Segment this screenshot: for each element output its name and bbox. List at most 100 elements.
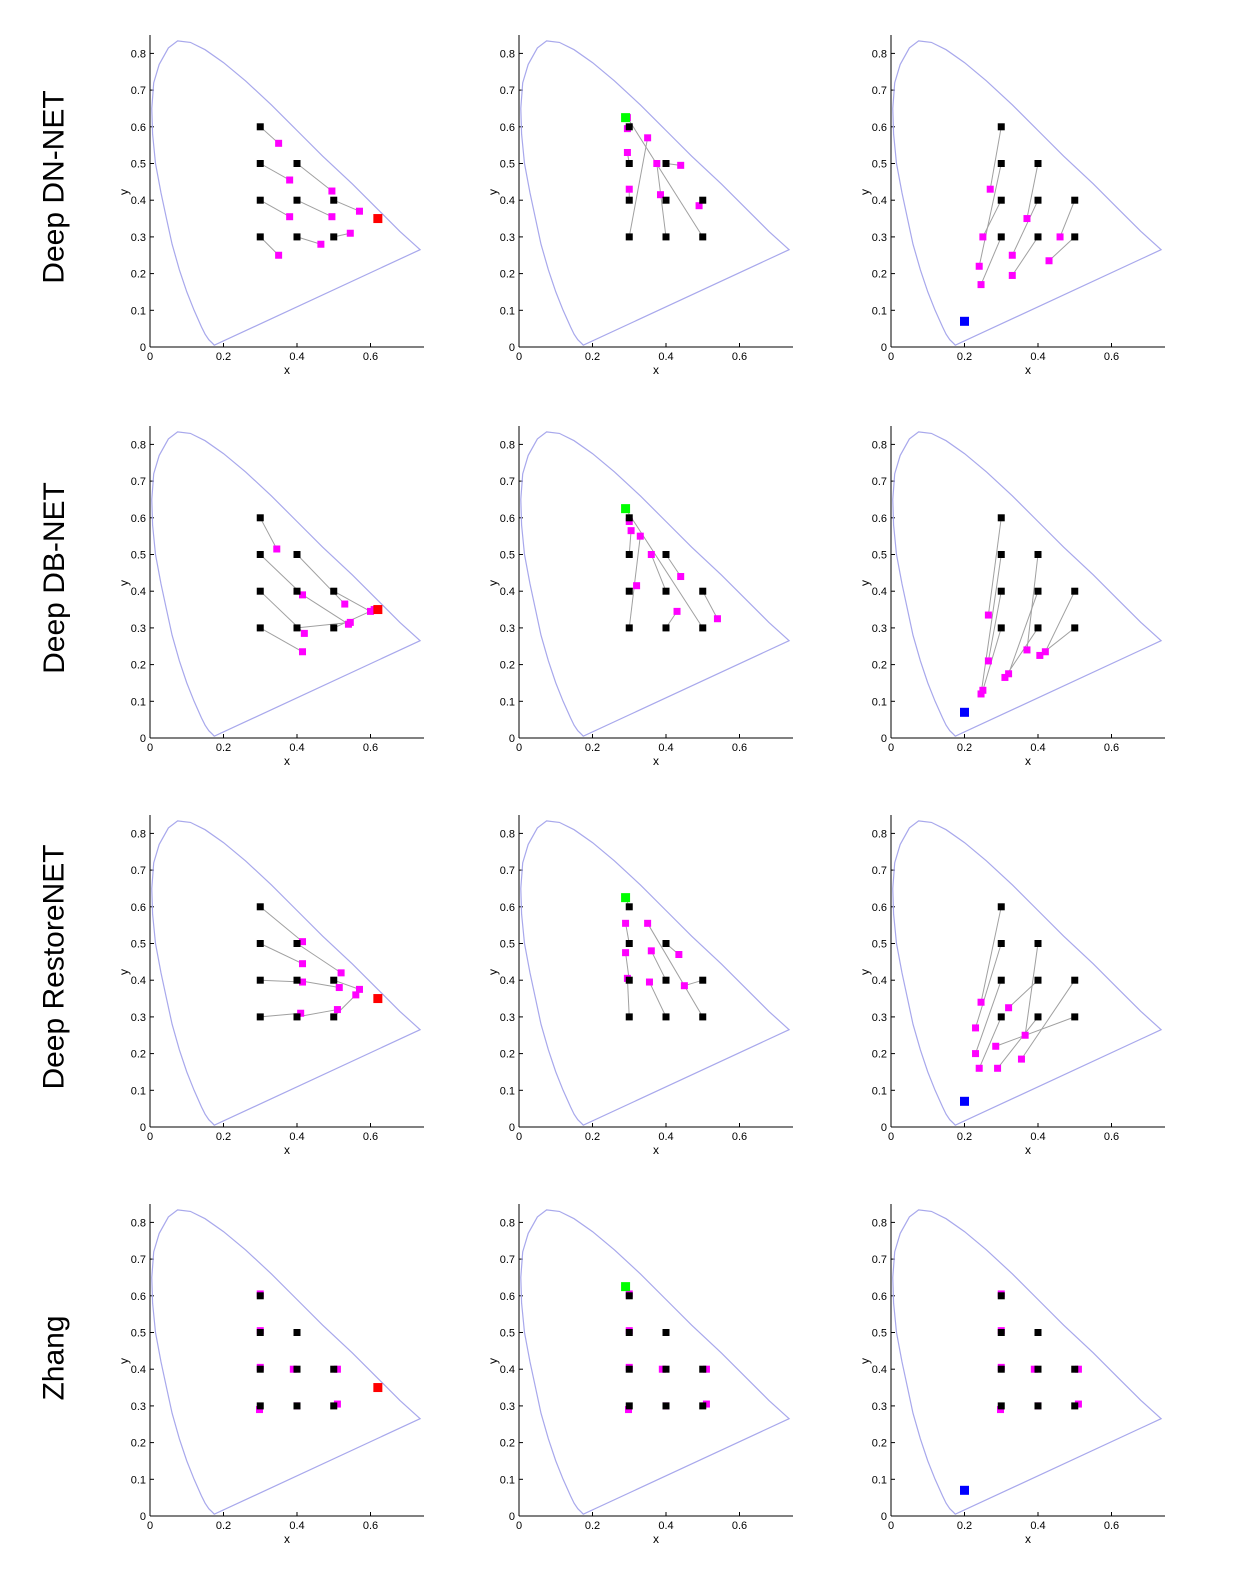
y-tick-label: 0.3 (872, 1401, 887, 1413)
reference-point (997, 940, 1005, 947)
spectral-locus (520, 431, 791, 737)
spectral-locus (151, 1209, 422, 1515)
reference-point (1071, 624, 1079, 632)
y-tick-label: 0.8 (131, 1217, 146, 1229)
estimate-point (623, 148, 631, 156)
estimate-point (702, 1365, 710, 1373)
x-tick-label: 0.6 (363, 742, 378, 754)
x-tick-label: 0.2 (957, 1131, 972, 1143)
illuminant-point (621, 504, 631, 514)
y-tick-label: 0 (140, 1122, 146, 1134)
link-line (702, 590, 718, 619)
x-tick-label: 0.4 (289, 1131, 304, 1143)
link-line (982, 199, 1002, 238)
estimate-point (645, 978, 653, 986)
y-tick-label: 0.5 (131, 550, 146, 562)
estimate-point (299, 591, 307, 599)
estimate-point (627, 527, 635, 535)
plot-r1-c3: 0 0.1 0.2 0.3 0.4 0.5 0.6 0.7 0.8 0 0.2 0.4 0.6 x y (858, 35, 1165, 377)
reference-point (256, 551, 264, 558)
reference-point (293, 1013, 301, 1021)
y-tick-label: 0.6 (500, 122, 515, 134)
link-line (259, 517, 278, 550)
reference-point (997, 1365, 1005, 1373)
reference-point (1034, 1365, 1042, 1373)
reference-point (662, 976, 670, 984)
x-axis-label: x (284, 363, 290, 377)
link-line (1048, 236, 1076, 262)
y-tick-label: 0.4 (131, 586, 146, 598)
estimate-point (647, 947, 655, 955)
y-tick-label: 0.8 (500, 828, 515, 840)
link-line (995, 1016, 1075, 1047)
y-tick-label: 0.2 (131, 269, 146, 281)
y-tick-label: 0 (140, 733, 146, 745)
y-tick-label: 0.6 (500, 1291, 515, 1303)
estimate-point (333, 1400, 341, 1408)
spectral-locus (151, 40, 422, 346)
link-line (296, 621, 351, 629)
y-tick-label: 0.4 (500, 195, 515, 207)
y-tick-label: 0 (509, 1511, 515, 1523)
spectral-locus (151, 820, 422, 1126)
reference-point (330, 1365, 338, 1373)
y-tick-label: 0.4 (872, 1364, 887, 1376)
link-line (628, 137, 649, 237)
reference-point (625, 624, 633, 632)
spectral-locus (520, 40, 791, 346)
y-tick-label: 0.5 (500, 550, 515, 562)
reference-point (330, 196, 338, 204)
reference-point (625, 1292, 633, 1300)
estimate-point (299, 938, 307, 946)
reference-point (330, 976, 338, 984)
estimate-point (695, 202, 703, 210)
link-line (665, 554, 682, 577)
estimate-point (992, 1042, 1000, 1050)
estimate-point (300, 629, 308, 637)
reference-point (625, 1013, 633, 1021)
reference-point (1071, 233, 1079, 241)
y-tick-label: 0.7 (500, 476, 515, 488)
reference-point (256, 1292, 264, 1300)
reference-point (293, 196, 301, 204)
estimate-point (275, 139, 283, 147)
estimate-point (317, 240, 325, 248)
estimate-point (346, 229, 354, 237)
x-tick-label: 0.2 (957, 351, 972, 363)
link-line (260, 199, 290, 218)
y-tick-label: 0.8 (872, 828, 887, 840)
y-axis-label: y (486, 189, 500, 195)
reference-point (1071, 196, 1079, 204)
link-line (1026, 163, 1039, 219)
plot-r4-c2: 0 0.1 0.2 0.3 0.4 0.5 0.6 0.7 0.8 0 0.2 0.4 0.6 x y (486, 1204, 793, 1546)
link-line (333, 994, 357, 1018)
plot-r1-c1: 0 0.1 0.2 0.3 0.4 0.5 0.6 0.7 0.8 0 0.2 0.4 0.6 x y (117, 35, 424, 377)
x-tick-label: 0.6 (732, 351, 747, 363)
y-tick-label: 0.4 (872, 586, 887, 598)
y-tick-label: 0.4 (131, 1364, 146, 1376)
y-tick-label: 0.1 (872, 1085, 887, 1097)
x-tick-label: 0.4 (658, 351, 673, 363)
x-tick-label: 0 (516, 1520, 522, 1532)
spectral-locus (892, 1209, 1163, 1515)
y-tick-label: 0.5 (872, 159, 887, 171)
reference-point (1034, 233, 1042, 241)
link-line (982, 627, 1002, 691)
reference-point (256, 1329, 264, 1336)
y-tick-label: 0.3 (131, 623, 146, 635)
link-line (978, 1016, 1002, 1069)
illuminant-point (960, 707, 969, 717)
reference-point (256, 587, 264, 595)
y-tick-label: 0.4 (872, 195, 887, 207)
y-tick-label: 0.1 (131, 305, 146, 317)
link-line (296, 554, 346, 605)
estimate-point (328, 187, 336, 195)
estimate-point (972, 1050, 980, 1058)
y-tick-label: 0 (881, 1122, 887, 1134)
x-tick-label: 0.4 (1030, 1131, 1045, 1143)
estimate-point (1023, 646, 1031, 654)
estimate-point (986, 185, 994, 193)
link-line (1004, 627, 1039, 678)
y-tick-label: 0.6 (131, 1291, 146, 1303)
x-tick-label: 0 (516, 1131, 522, 1143)
